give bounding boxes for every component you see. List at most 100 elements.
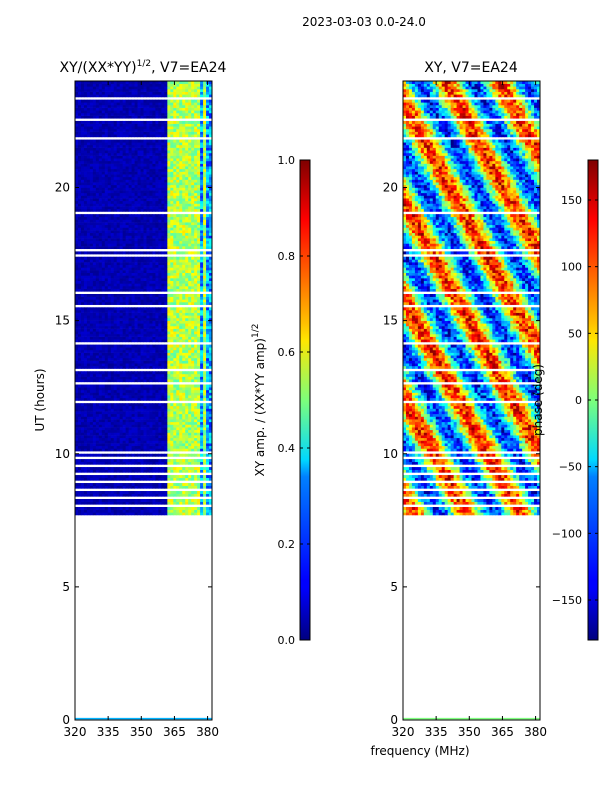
heatmap-cell — [122, 238, 127, 242]
heatmap-cell — [92, 214, 97, 218]
heatmap-cell — [197, 408, 201, 412]
heatmap-cell — [75, 384, 79, 388]
heatmap-cell — [176, 499, 180, 502]
heatmap-cell — [75, 267, 79, 271]
heatmap-cell — [134, 264, 138, 268]
heatmap-cell — [77, 405, 82, 409]
heatmap-cell — [209, 309, 213, 313]
heatmap-cell — [131, 307, 135, 311]
heatmap-cell — [164, 453, 168, 457]
heatmap-cell — [206, 440, 210, 444]
heatmap-cell — [110, 413, 115, 417]
heatmap-cell — [206, 467, 210, 471]
heatmap-cell — [170, 352, 174, 356]
heatmap-cell — [83, 477, 88, 481]
heatmap-cell — [170, 440, 174, 444]
heatmap-cell — [164, 299, 168, 303]
heatmap-cell — [155, 272, 159, 276]
heatmap-cell — [167, 317, 171, 321]
heatmap-cell — [191, 392, 195, 396]
heatmap-cell — [89, 411, 94, 415]
heatmap-cell — [206, 272, 210, 276]
heatmap-cell — [194, 203, 198, 207]
heatmap-cell — [77, 459, 82, 463]
heatmap-cell — [134, 296, 138, 300]
heatmap-cell — [155, 240, 159, 244]
heatmap-cell — [155, 339, 159, 343]
heatmap-cell — [77, 485, 82, 489]
heatmap-cell — [122, 323, 127, 327]
heatmap-cell — [116, 349, 121, 353]
heatmap-cell — [164, 507, 168, 510]
heatmap-cell — [77, 262, 82, 266]
heatmap-cell — [191, 224, 195, 228]
heatmap-cell — [122, 270, 127, 273]
heatmap-cell — [122, 435, 127, 439]
heatmap-cell — [125, 413, 130, 417]
heatmap-cell — [140, 195, 144, 199]
heatmap-cell — [191, 230, 195, 234]
heatmap-cell — [194, 206, 198, 210]
heatmap-cell — [209, 259, 213, 263]
heatmap-cell — [188, 448, 192, 452]
heatmap-cell — [134, 294, 138, 297]
heatmap-cell — [200, 224, 204, 228]
heatmap-cell — [185, 467, 189, 471]
heatmap-cell — [137, 373, 141, 377]
heatmap-cell — [80, 379, 85, 383]
heatmap-cell — [125, 477, 130, 481]
heatmap-cell — [110, 357, 115, 361]
heatmap-cell — [107, 232, 112, 236]
heatmap-cell — [167, 259, 171, 263]
heatmap-cell — [128, 317, 132, 321]
heatmap-cell — [125, 280, 130, 284]
heatmap-cell — [167, 461, 171, 465]
heatmap-cell — [98, 333, 103, 337]
heatmap-cell — [185, 357, 189, 361]
heatmap-cell — [107, 469, 112, 473]
heatmap-cell — [203, 192, 207, 196]
heatmap-cell — [113, 299, 118, 303]
heatmap-cell — [116, 493, 121, 497]
heatmap-cell — [75, 190, 79, 194]
heatmap-cell — [152, 227, 156, 231]
heatmap-cell — [209, 325, 213, 329]
heatmap-cell — [200, 403, 204, 407]
heatmap-cell — [77, 413, 82, 417]
heatmap-cell — [170, 336, 174, 340]
heatmap-cell — [134, 427, 138, 431]
heatmap-cell — [116, 392, 121, 396]
heatmap-cell — [152, 499, 156, 502]
heatmap-cell — [167, 440, 171, 444]
heatmap-cell — [113, 256, 118, 260]
heatmap-cell — [197, 315, 201, 319]
heatmap-cell — [161, 389, 165, 393]
heatmap-cell — [113, 309, 118, 313]
heatmap-cell — [128, 392, 132, 396]
heatmap-cell — [125, 379, 130, 383]
heatmap-cell — [176, 347, 180, 351]
heatmap-cell — [161, 443, 165, 447]
heatmap-cell — [185, 347, 189, 351]
heatmap-cell — [173, 182, 177, 186]
heatmap-cell — [191, 299, 195, 303]
heatmap-cell — [107, 467, 112, 471]
heatmap-cell — [179, 461, 183, 465]
heatmap-cell — [191, 384, 195, 388]
heatmap-cell — [131, 238, 135, 242]
heatmap-cell — [110, 469, 115, 473]
heatmap-cell — [179, 315, 183, 319]
heatmap-cell — [86, 432, 91, 436]
heatmap-cell — [113, 323, 118, 327]
heatmap-cell — [197, 278, 201, 281]
heatmap-cell — [131, 491, 135, 494]
heatmap-cell — [188, 413, 192, 417]
heatmap-cell — [75, 357, 79, 361]
heatmap-cell — [152, 392, 156, 396]
heatmap-cell — [188, 501, 192, 505]
heatmap-cell — [134, 331, 138, 335]
heatmap-cell — [77, 296, 82, 300]
heatmap-cell — [101, 296, 106, 300]
heatmap-cell — [92, 192, 97, 196]
heatmap-cell — [125, 429, 130, 433]
